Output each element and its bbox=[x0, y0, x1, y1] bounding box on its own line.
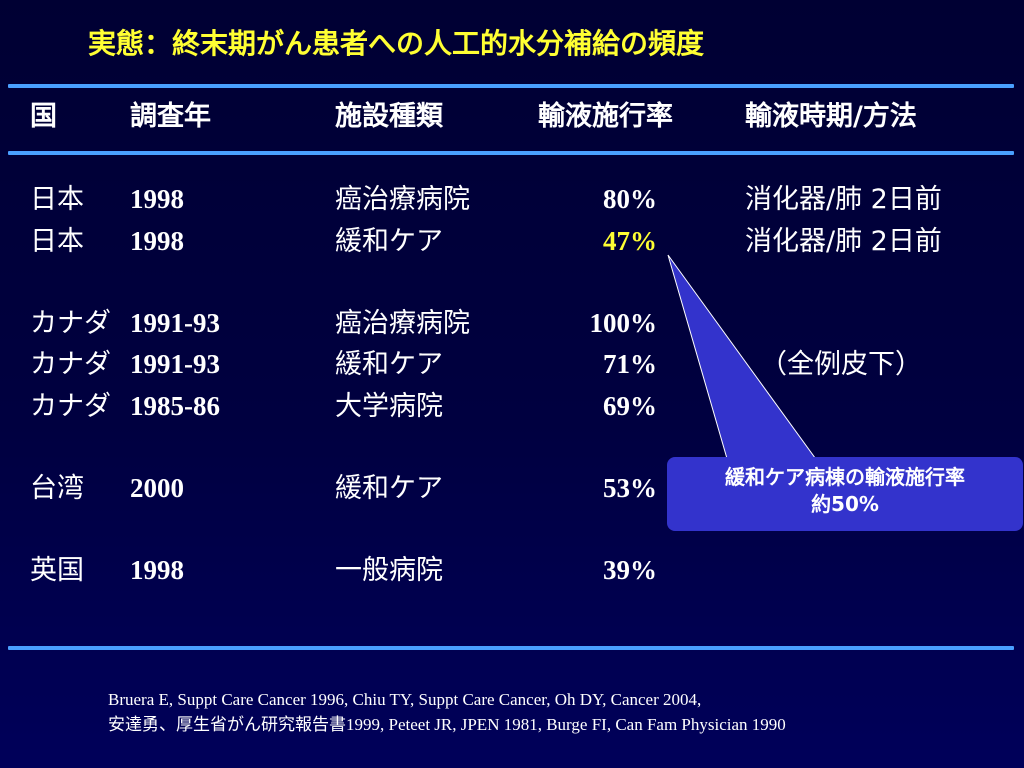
row-rate: 100% bbox=[589, 308, 658, 338]
row-facility: 緩和ケア bbox=[335, 226, 443, 257]
row-year: 1991-93 bbox=[130, 349, 220, 379]
row-year: 1991-93 bbox=[130, 308, 220, 338]
col-header-facility: 施設種類 bbox=[335, 101, 443, 132]
row-country: 台湾 bbox=[30, 473, 84, 504]
row-facility: 癌治療病院 bbox=[335, 308, 470, 339]
row-year: 1985-86 bbox=[130, 391, 220, 421]
row-rate: 53% bbox=[603, 473, 657, 503]
row-facility: 緩和ケア bbox=[335, 473, 443, 504]
row-facility: 緩和ケア bbox=[335, 349, 443, 380]
col-header-country: 国 bbox=[30, 101, 57, 132]
row-country: カナダ bbox=[30, 349, 111, 380]
row-year: 1998 bbox=[130, 226, 184, 256]
row-country: カナダ bbox=[30, 391, 111, 422]
row-rate-highlighted: 47% bbox=[603, 226, 657, 256]
row-country: 日本 bbox=[30, 226, 84, 257]
row-year: 1998 bbox=[130, 555, 184, 585]
col-header-year: 調査年 bbox=[130, 101, 211, 132]
reference-line-2: 安達勇、厚生省がん研究報告書1999, Peteet JR, JPEN 1981… bbox=[108, 714, 786, 734]
row-rate: 39% bbox=[603, 555, 657, 585]
header-top-rule bbox=[8, 84, 1014, 88]
row-timing: 消化器/肺 2日前 bbox=[745, 184, 942, 215]
footer-rule bbox=[8, 646, 1014, 650]
col-header-rate: 輸液施行率 bbox=[538, 101, 673, 132]
row-facility: 大学病院 bbox=[335, 391, 443, 422]
header-bottom-rule bbox=[8, 151, 1014, 155]
callout-line2: 約50% bbox=[811, 492, 879, 516]
row-facility: 一般病院 bbox=[335, 555, 443, 586]
slide-title: 実態：終末期がん患者への人工的水分補給の頻度 bbox=[88, 27, 705, 60]
row-country: 日本 bbox=[30, 184, 84, 215]
row-timing: 消化器/肺 2日前 bbox=[745, 226, 942, 257]
callout-box: 緩和ケア病棟の輸液施行率 約50% bbox=[667, 457, 1023, 531]
row-year: 2000 bbox=[130, 473, 184, 503]
row-year: 1998 bbox=[130, 184, 184, 214]
reference-line-1: Bruera E, Suppt Care Cancer 1996, Chiu T… bbox=[108, 690, 702, 709]
row-rate: 80% bbox=[603, 184, 657, 214]
row-rate: 71% bbox=[603, 349, 657, 379]
references: Bruera E, Suppt Care Cancer 1996, Chiu T… bbox=[108, 688, 786, 737]
row-rate: 69% bbox=[603, 391, 657, 421]
row-facility: 癌治療病院 bbox=[335, 184, 470, 215]
row-country: 英国 bbox=[30, 555, 84, 586]
callout-line1: 緩和ケア病棟の輸液施行率 bbox=[725, 465, 965, 489]
col-header-timing: 輸液時期/方法 bbox=[745, 101, 917, 132]
row-timing: （全例皮下） bbox=[760, 349, 922, 380]
row-country: カナダ bbox=[30, 308, 111, 339]
